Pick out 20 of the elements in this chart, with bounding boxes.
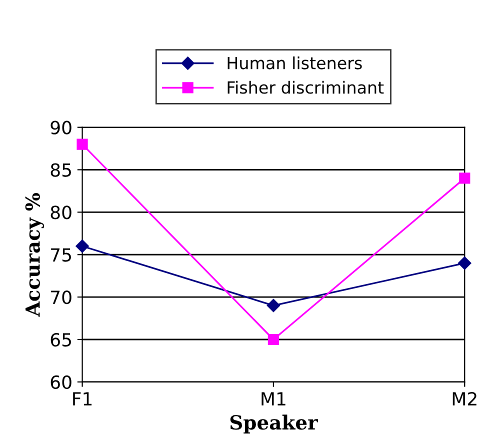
point (458, 256, 472, 270)
y-tick-label: 90 (50, 120, 72, 134)
x-tick-label: F1 (73, 392, 92, 406)
y-axis-title: Accuracy % (25, 193, 44, 317)
y-tick-label: 75 (51, 248, 71, 262)
x-tick-label: M2 (452, 392, 476, 406)
x-tick-label: M1 (262, 392, 286, 406)
legend-label: Fisher discriminant (228, 80, 384, 94)
point (459, 172, 470, 184)
y-tick-label: 65 (50, 332, 71, 347)
point (76, 240, 89, 253)
y-tick-label: 70 (51, 290, 72, 304)
point (266, 298, 280, 312)
point (268, 334, 280, 346)
legend-label: Human listeners (228, 56, 362, 70)
y-tick-label: 85 (50, 163, 71, 177)
x-axis-title: Speaker (230, 414, 318, 434)
point (76, 138, 88, 150)
y-tick-label: 80 (50, 206, 72, 220)
y-tick-label: 60 (50, 375, 72, 390)
